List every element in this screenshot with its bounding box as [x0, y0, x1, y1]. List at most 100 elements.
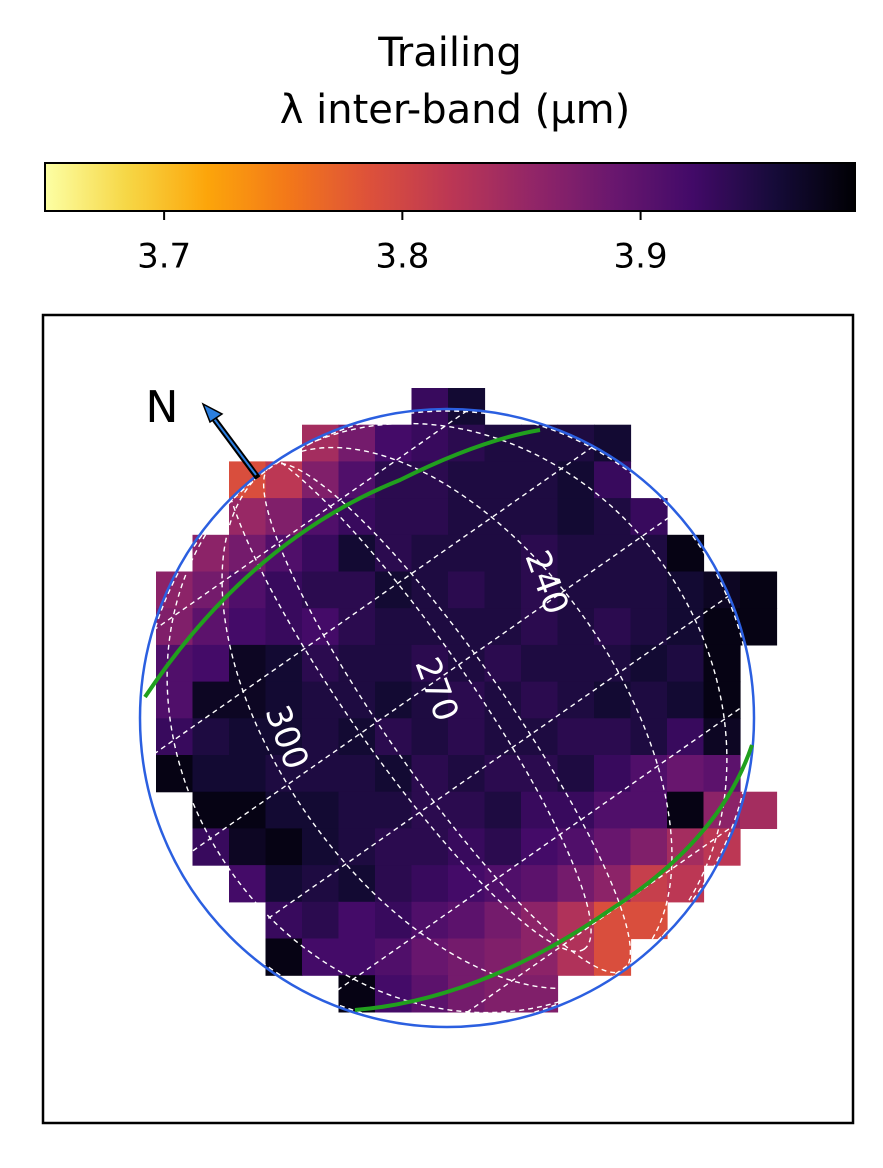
heatmap-cell [302, 828, 340, 866]
heatmap-cell [484, 571, 522, 609]
heatmap-cell [411, 718, 449, 756]
heatmap-cell [302, 865, 340, 903]
heatmap-cell [703, 608, 741, 646]
heatmap-cell [448, 828, 486, 866]
heatmap-cell [375, 865, 413, 903]
heatmap-cell [156, 681, 194, 719]
north-arrow-head [201, 402, 224, 424]
heatmap-cell [448, 791, 486, 829]
heatmap-cell [448, 571, 486, 609]
heatmap-cell [375, 461, 413, 499]
heatmap-cell [338, 865, 376, 903]
heatmap-cell [594, 828, 632, 866]
heatmap-cell [302, 938, 340, 976]
limb [138, 407, 756, 1029]
heatmap-cell [265, 498, 303, 536]
colorbar-gradient [44, 162, 856, 212]
heatmap-cell [229, 718, 267, 756]
heatmap-cell [229, 681, 267, 719]
heatmap-cell [338, 424, 376, 462]
ring-curve [143, 428, 541, 699]
heatmap-cell [302, 718, 340, 756]
heatmap-cell [338, 718, 376, 756]
heatmap-cell [484, 461, 522, 499]
heatmap-cell [448, 718, 486, 756]
heatmap-cell [265, 755, 303, 793]
heatmap-cell [703, 681, 741, 719]
parallel [322, 697, 754, 1001]
parallel [234, 594, 730, 943]
heatmap-cell [557, 644, 595, 683]
parallel [174, 511, 677, 864]
chart-title: Trailing [377, 30, 522, 76]
heatmap-cell [302, 534, 340, 573]
heatmap-cell [229, 498, 267, 536]
heatmap-cell [521, 608, 559, 646]
heatmap-cell [338, 755, 376, 793]
heatmap-cell [411, 388, 449, 426]
heatmap-cell [484, 608, 522, 646]
heatmap-cell [411, 608, 449, 646]
heatmap-cell [265, 828, 303, 866]
heatmap-cell [448, 865, 486, 903]
heatmap-cell [302, 571, 340, 609]
heatmap-cell [667, 755, 705, 793]
heatmap-cell [521, 534, 559, 573]
heatmap-cell [265, 644, 303, 683]
heatmap-cell [630, 681, 668, 719]
heatmap-cell [630, 534, 668, 573]
heatmap-cell [375, 498, 413, 536]
heatmap-cell [338, 901, 376, 940]
heatmap-cell [375, 718, 413, 756]
heatmap-cell [338, 534, 376, 573]
heatmap-cell [192, 681, 230, 719]
heatmap-cell [156, 755, 194, 793]
heatmap-cell [521, 461, 559, 499]
heatmap-cell [375, 424, 413, 462]
heatmap-cell [229, 644, 267, 683]
heatmap-cell [375, 938, 413, 976]
heatmap-cell [302, 791, 340, 829]
heatmap-cell [338, 828, 376, 866]
heatmap-cell [192, 534, 230, 573]
heatmap-cell [192, 571, 230, 609]
heatmap-cell [594, 571, 632, 609]
heatmap-cell [594, 718, 632, 756]
heatmap-cell [521, 865, 559, 903]
heatmap-cell [484, 718, 522, 756]
heatmap-cell [411, 498, 449, 536]
heatmap-cell [484, 828, 522, 866]
heatmap-cell [448, 534, 486, 573]
heatmap-cell [740, 571, 778, 609]
heatmap-cell [448, 938, 486, 976]
heatmap-cell [375, 681, 413, 719]
parallel [447, 823, 737, 1027]
heatmap-cell [557, 938, 595, 976]
heatmap-cell [265, 534, 303, 573]
heatmap-cell [411, 534, 449, 573]
heatmap-cell [156, 644, 194, 683]
heatmap-cell [338, 608, 376, 646]
heatmap-cell [338, 791, 376, 829]
heatmap-cell [265, 718, 303, 756]
heatmap-cell [594, 755, 632, 793]
heatmap-cell [302, 644, 340, 683]
heatmap-cell [484, 755, 522, 793]
colorbar-label: λ inter-band (μm) [280, 87, 630, 133]
heatmap-cell [411, 755, 449, 793]
heatmap-cell [630, 644, 668, 683]
heatmap-cell [703, 571, 741, 609]
heatmap-cell [229, 865, 267, 903]
meridian [223, 441, 592, 953]
heatmap-cell [703, 828, 741, 866]
heatmap-cell [192, 644, 230, 683]
heatmap-cell [484, 901, 522, 940]
heatmap-cell [484, 681, 522, 719]
heatmap-cell [667, 791, 705, 829]
heatmap-cell [411, 901, 449, 940]
parallel [141, 446, 594, 763]
heatmap-cell [302, 608, 340, 646]
heatmap-cell [740, 791, 778, 829]
heatmap-cell [630, 718, 668, 756]
heatmap-cell [302, 461, 340, 499]
